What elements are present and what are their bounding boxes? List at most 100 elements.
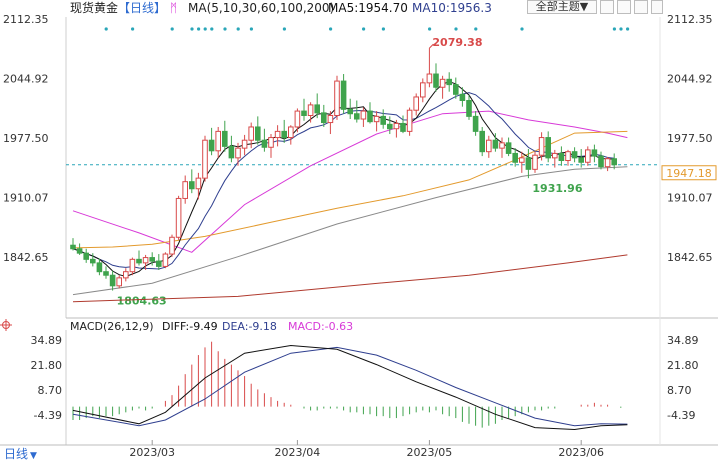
macd-tick-left: 8.70: [38, 384, 63, 397]
candle-up: [393, 122, 400, 130]
event-marker-dot[interactable]: [612, 27, 617, 31]
price-tick-left: 1842.65: [3, 251, 49, 264]
candle-up: [499, 142, 505, 149]
event-marker-dot[interactable]: [520, 27, 524, 31]
event-marker-dot[interactable]: [249, 27, 253, 31]
event-marker-dot[interactable]: [329, 27, 333, 31]
scroll-right-icon[interactable]: [651, 0, 663, 14]
event-marker-dot[interactable]: [619, 27, 623, 31]
macd-title: MACD(26,12,9): [70, 320, 154, 333]
layout-grid-icon[interactable]: [600, 0, 614, 14]
layout-split-icon[interactable]: [617, 0, 631, 14]
event-marker-dot[interactable]: [197, 27, 201, 31]
candle-down: [571, 151, 578, 159]
candle-up: [406, 109, 413, 132]
macd-tick-right: 34.89: [667, 334, 699, 347]
candle-down: [433, 73, 439, 88]
event-marker-dot[interactable]: [236, 27, 240, 31]
candle-down: [314, 104, 320, 114]
theme-select-button[interactable]: 全部主题▼: [527, 0, 597, 14]
candle-down: [208, 139, 215, 152]
candle-down: [96, 262, 103, 273]
macd-hist-value: MACD:-0.63: [288, 320, 353, 333]
macd-dea-value: DEA:-9.18: [222, 320, 277, 333]
candle-down: [301, 110, 307, 116]
layout-columns-icon[interactable]: [634, 0, 648, 14]
price-tick-left: 2044.92: [3, 73, 49, 86]
macd-diff-value: DIFF:-9.49: [162, 320, 218, 333]
event-marker-dot[interactable]: [454, 27, 458, 31]
price-tick-right: 2044.92: [667, 73, 713, 86]
candle-down: [387, 123, 393, 130]
event-marker-dot[interactable]: [210, 27, 214, 31]
candle-down: [558, 152, 565, 162]
last-price-label: 1947.18: [666, 167, 712, 180]
candle-down: [512, 152, 519, 163]
last-price-tag: 1947.18: [661, 165, 717, 181]
candle-down: [281, 130, 287, 139]
event-marker-dot[interactable]: [381, 27, 385, 31]
period-tab[interactable]: 日线: [4, 447, 28, 460]
candle-down: [228, 145, 235, 159]
date-tick-label: 2023/04: [275, 446, 321, 459]
candle-down: [466, 99, 472, 117]
event-marker-dot[interactable]: [626, 27, 630, 31]
candle-up: [116, 277, 123, 287]
ma10-value: MA10:1956.3: [412, 1, 492, 15]
candle-up: [439, 78, 446, 88]
candle-down: [149, 257, 155, 262]
price-tick-right: 1910.07: [667, 192, 713, 205]
candle-up: [334, 80, 340, 116]
candle-up: [288, 126, 294, 139]
candle-up: [215, 130, 221, 152]
candle-up: [175, 197, 182, 238]
candle-up: [169, 236, 175, 255]
candle-down: [400, 122, 406, 132]
event-marker-dot[interactable]: [362, 27, 366, 31]
candle-down: [83, 252, 90, 260]
candle-up: [585, 149, 591, 163]
high-annotation: 2079.38: [432, 36, 482, 49]
candle-up: [162, 253, 169, 267]
candle-down: [321, 112, 327, 124]
ma-line-ma10: [72, 92, 615, 270]
macd-tick-left: 34.89: [31, 334, 63, 347]
price-tick-left: 2112.35: [3, 13, 49, 26]
candle-down: [76, 248, 83, 254]
price-tick-right: 1842.65: [667, 251, 713, 264]
price-tick-left: 1977.50: [3, 132, 49, 145]
event-marker-dot[interactable]: [282, 27, 286, 31]
event-marker-dot[interactable]: [474, 27, 478, 31]
candle-up: [327, 114, 334, 124]
low-annotation-march: 1804.63: [117, 295, 167, 308]
candle-down: [453, 84, 459, 95]
candle-up: [268, 137, 274, 148]
period-dropdown-icon[interactable]: ▼: [30, 451, 37, 460]
candle-up: [274, 130, 281, 139]
event-marker-dot[interactable]: [170, 27, 174, 31]
macd-dea-line: [72, 346, 628, 427]
event-marker-dot[interactable]: [203, 27, 207, 31]
candle-down: [103, 271, 109, 276]
ma-line-ma100: [72, 166, 628, 296]
event-marker-dot[interactable]: [131, 27, 135, 31]
event-marker-dot[interactable]: [223, 27, 227, 31]
crosshair-icon[interactable]: [0, 319, 12, 331]
macd-tick-left: -4.39: [34, 409, 62, 422]
candle-down: [479, 130, 485, 153]
candle-up: [420, 82, 426, 98]
candle-up: [307, 104, 314, 116]
candle-up: [552, 152, 558, 159]
candle-down: [611, 158, 618, 166]
candle-down: [261, 139, 268, 148]
event-marker-dot[interactable]: [190, 27, 194, 31]
candle-up: [123, 271, 129, 279]
event-marker-dot[interactable]: [428, 27, 432, 31]
candle-up: [565, 151, 571, 162]
candle-down: [380, 115, 386, 125]
candle-down: [367, 110, 373, 123]
high-annotation-pointer: [429, 43, 434, 49]
event-marker-dot[interactable]: [104, 27, 108, 31]
candle-down: [545, 137, 552, 159]
